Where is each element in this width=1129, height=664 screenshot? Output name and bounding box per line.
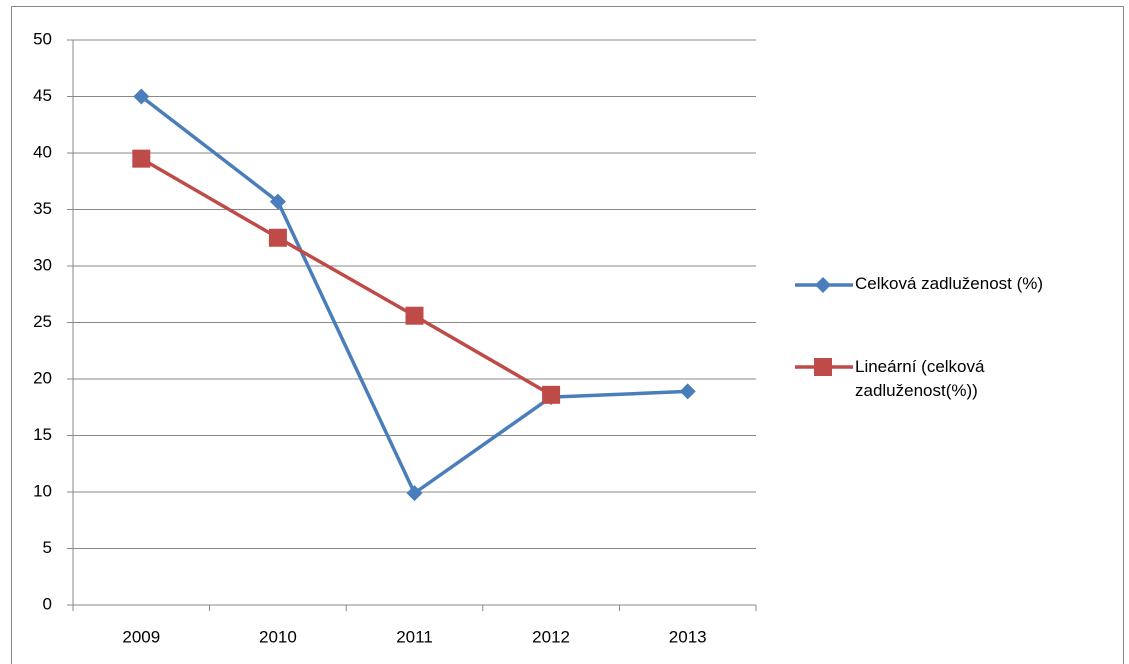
- y-tick-label: 50: [33, 29, 52, 48]
- y-tick-label: 15: [33, 425, 52, 444]
- x-tick-label: 2013: [669, 627, 707, 646]
- legend-marker: [814, 358, 832, 376]
- chart-frame: [11, 6, 1124, 664]
- marker: [133, 88, 150, 105]
- series-line: [140, 157, 552, 397]
- y-tick-label: 25: [33, 312, 52, 331]
- series-line: [140, 95, 688, 495]
- marker: [132, 149, 151, 168]
- y-tick-label: 35: [33, 199, 52, 218]
- legend-marker: [815, 277, 831, 293]
- y-tick-label: 30: [33, 255, 52, 274]
- y-tick-label: 20: [33, 368, 52, 387]
- y-tick-label: 45: [33, 86, 52, 105]
- legend-label: Celková zadluženost (%): [855, 274, 1044, 293]
- marker: [405, 306, 424, 325]
- y-tick-label: 40: [33, 142, 52, 161]
- marker: [268, 228, 287, 247]
- legend-label: Lineární (celková zadluženost(%)): [855, 357, 985, 400]
- x-tick-label: 2012: [532, 627, 570, 646]
- x-tick-label: 2009: [122, 627, 160, 646]
- marker: [679, 383, 696, 400]
- x-tick-label: 2011: [396, 627, 433, 646]
- marker: [406, 485, 423, 502]
- marker: [542, 385, 561, 404]
- marker: [269, 193, 286, 210]
- x-tick-label: 2010: [259, 627, 297, 646]
- y-tick-label: 5: [43, 538, 52, 557]
- y-tick-label: 10: [33, 481, 52, 500]
- y-tick-label: 0: [43, 594, 52, 613]
